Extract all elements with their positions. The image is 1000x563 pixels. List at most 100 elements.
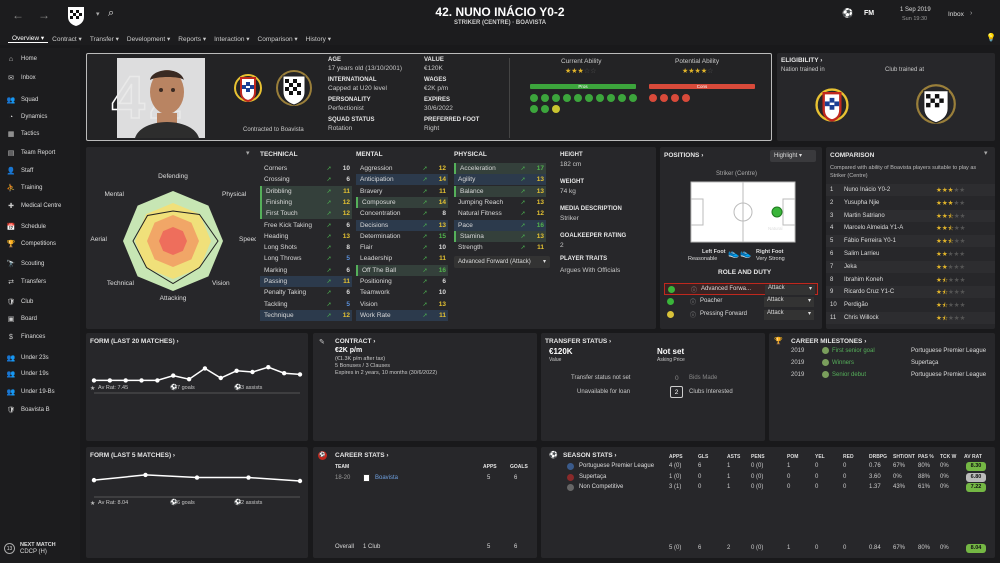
table-row[interactable]: Portuguese Premier League 4 (0) 6 1 0 (0) 1 0 0… xyxy=(541,462,995,472)
competition-name[interactable]: Non Competitive xyxy=(579,484,624,490)
pro-trait-icon[interactable] xyxy=(552,94,560,102)
form-point[interactable] xyxy=(281,371,287,376)
form-point[interactable] xyxy=(186,377,192,382)
inbox-button[interactable]: Inbox xyxy=(948,11,964,18)
eligibility-title[interactable]: ELIGIBILITY › xyxy=(781,57,823,64)
con-trait-icon[interactable] xyxy=(649,94,657,102)
form-point[interactable] xyxy=(143,472,148,478)
milestone-event[interactable]: First senior goal xyxy=(832,348,875,354)
attribute-row[interactable]: Leadership ➚ 11 xyxy=(356,253,448,264)
list-item[interactable]: 3 Martin Satriano ★★⯪★★ xyxy=(826,209,995,222)
sidebar-item-boavista-b[interactable]: 🛡 Boavista B xyxy=(0,404,80,416)
form-point[interactable] xyxy=(297,372,303,377)
next-match-opponent[interactable]: CDCP (H) xyxy=(20,549,47,555)
sidebar-item-dynamics[interactable]: ◔ Dynamics xyxy=(0,111,80,123)
club-crest-icon[interactable] xyxy=(66,5,86,27)
form-point[interactable] xyxy=(139,378,144,383)
attribute-row[interactable]: Penalty Taking ➚ 6 xyxy=(260,287,352,298)
pro-trait-icon[interactable] xyxy=(541,94,549,102)
panel-menu-chevron-icon[interactable]: ▾ xyxy=(246,150,250,157)
attribute-row[interactable]: Corners ➚ 10 xyxy=(260,163,352,174)
pro-trait-icon[interactable] xyxy=(530,105,538,113)
milestone-event[interactable]: Senior debut xyxy=(832,372,867,378)
con-trait-icon[interactable] xyxy=(660,94,668,102)
milestone-competition[interactable]: Portuguese Premier League xyxy=(911,372,987,378)
sidebar-item-finances[interactable]: $ Finances xyxy=(0,331,80,343)
list-item[interactable]: 7 Jeka ★★★★★ xyxy=(826,260,995,273)
form-point[interactable] xyxy=(91,477,97,483)
list-item[interactable]: 10 Perdigão ★⯪★★★ xyxy=(826,299,995,311)
attribute-row[interactable]: Vision ➚ 13 xyxy=(356,299,448,310)
attribute-row[interactable]: Bravery ➚ 11 xyxy=(356,186,448,197)
attribute-row[interactable]: Pace ➚ 16 xyxy=(454,219,546,231)
form-point[interactable] xyxy=(171,373,176,378)
form-5-title[interactable]: FORM (LAST 5 MATCHES) › xyxy=(90,452,176,459)
role-row[interactable]: ⓘ Poacher Attack ▾ xyxy=(664,296,818,308)
milestone-event[interactable]: Winners xyxy=(832,360,855,366)
tab-interaction[interactable]: Interaction ▾ xyxy=(214,35,250,43)
milestone-competition[interactable]: Portuguese Premier League xyxy=(911,348,987,354)
role-info-icon[interactable]: ⓘ xyxy=(691,288,698,294)
tab-reports[interactable]: Reports ▾ xyxy=(178,35,207,43)
list-item[interactable]: 2019 Winners Supertaça xyxy=(769,358,995,369)
season-header[interactable]: YEL xyxy=(815,454,825,460)
attribute-row[interactable]: Finishing ➚ 12 xyxy=(260,196,352,208)
sidebar-item-under-19s[interactable]: 👥 Under 19s xyxy=(0,368,80,380)
form-20-title[interactable]: FORM (LAST 20 MATCHES) › xyxy=(90,338,179,345)
attribute-row[interactable]: Natural Fitness ➚ 12 xyxy=(454,208,546,219)
attribute-row[interactable]: Composure ➚ 14 xyxy=(356,196,448,208)
positions-title[interactable]: POSITIONS › xyxy=(664,152,704,159)
form-point[interactable] xyxy=(266,365,271,370)
sidebar-item-under-23s[interactable]: 👥 Under 23s xyxy=(0,352,80,364)
season-stats-title[interactable]: SEASON STATS › xyxy=(563,452,617,459)
sidebar-item-home[interactable]: ⌂ Home xyxy=(0,53,80,65)
role-info-icon[interactable]: ⓘ xyxy=(690,313,697,319)
tab-contract[interactable]: Contract ▾ xyxy=(52,35,82,43)
clubs-interested-label[interactable]: Clubs Interested xyxy=(689,389,733,395)
player-name[interactable]: Marcelo Almeida Y1-A xyxy=(844,225,904,232)
sidebar-item-medical-centre[interactable]: ✚ Medical Centre xyxy=(0,200,80,212)
form-point[interactable] xyxy=(250,369,255,375)
attribute-row[interactable]: Passing ➚ 11 xyxy=(260,276,352,287)
form-point[interactable] xyxy=(123,378,128,383)
tab-overview[interactable]: Overview ▾ xyxy=(8,34,49,43)
list-item[interactable]: 2019 Senior debut Portuguese Premier Leagu… xyxy=(769,370,995,381)
attribute-row[interactable]: First Touch ➚ 12 xyxy=(260,208,352,220)
milestones-title[interactable]: CAREER MILESTONES › xyxy=(791,338,867,345)
season-header[interactable]: ASTS xyxy=(727,454,741,460)
list-item[interactable]: 2019 First senior goal Portuguese Premier … xyxy=(769,346,995,357)
sidebar-item-transfers[interactable]: ⇄ Transfers xyxy=(0,276,80,288)
season-header[interactable]: PENS xyxy=(751,454,765,460)
attribute-row[interactable]: Aggression ➚ 12 xyxy=(356,163,448,174)
tab-history[interactable]: History ▾ xyxy=(305,35,331,43)
role-info-icon[interactable]: ⓘ xyxy=(690,300,697,306)
pro-trait-icon[interactable] xyxy=(596,94,604,102)
pro-trait-icon[interactable] xyxy=(530,94,538,102)
competition-name[interactable]: Portuguese Premier League xyxy=(579,463,655,469)
sidebar-item-squad[interactable]: 👥 Squad xyxy=(0,94,80,106)
sidebar-item-schedule[interactable]: 📅 Schedule xyxy=(0,221,80,233)
sidebar-item-staff[interactable]: 👤 Staff xyxy=(0,165,80,177)
attribute-row[interactable]: Tackling ➚ 5 xyxy=(260,299,352,310)
player-name[interactable]: Jeka xyxy=(844,263,857,270)
comparison-title[interactable]: COMPARISON xyxy=(830,152,875,159)
attribute-row[interactable]: Strength ➚ 11 xyxy=(454,242,546,253)
form-point[interactable] xyxy=(107,378,113,383)
season-header[interactable]: POM xyxy=(787,454,799,460)
role-row[interactable]: ⓘ Pressing Forward Attack ▾ xyxy=(664,309,818,321)
attribute-row[interactable]: Positioning ➚ 6 xyxy=(356,276,448,287)
back-icon[interactable]: ← xyxy=(12,8,24,22)
attribute-row[interactable]: Marking ➚ 6 xyxy=(260,265,352,276)
season-header[interactable]: RED xyxy=(843,454,854,460)
attribute-row[interactable]: Teamwork ➚ 10 xyxy=(356,287,448,298)
highlight-select[interactable]: Highlight ▾ xyxy=(770,150,816,162)
dropdown-chevron-icon[interactable]: ▾ xyxy=(96,11,100,18)
attribute-row[interactable]: Heading ➚ 13 xyxy=(260,231,352,242)
sidebar-item-under-19-bs[interactable]: 👥 Under 19-Bs xyxy=(0,386,80,398)
attribute-row[interactable]: Flair ➚ 10 xyxy=(356,242,448,253)
form-point[interactable] xyxy=(234,368,239,373)
list-item[interactable]: 8 Ibrahim Koneh ★⯪★★★ xyxy=(826,274,995,286)
form-point[interactable] xyxy=(218,375,223,381)
attribute-row[interactable]: Concentration ➚ 8 xyxy=(356,208,448,219)
pro-trait-icon[interactable] xyxy=(541,105,549,113)
